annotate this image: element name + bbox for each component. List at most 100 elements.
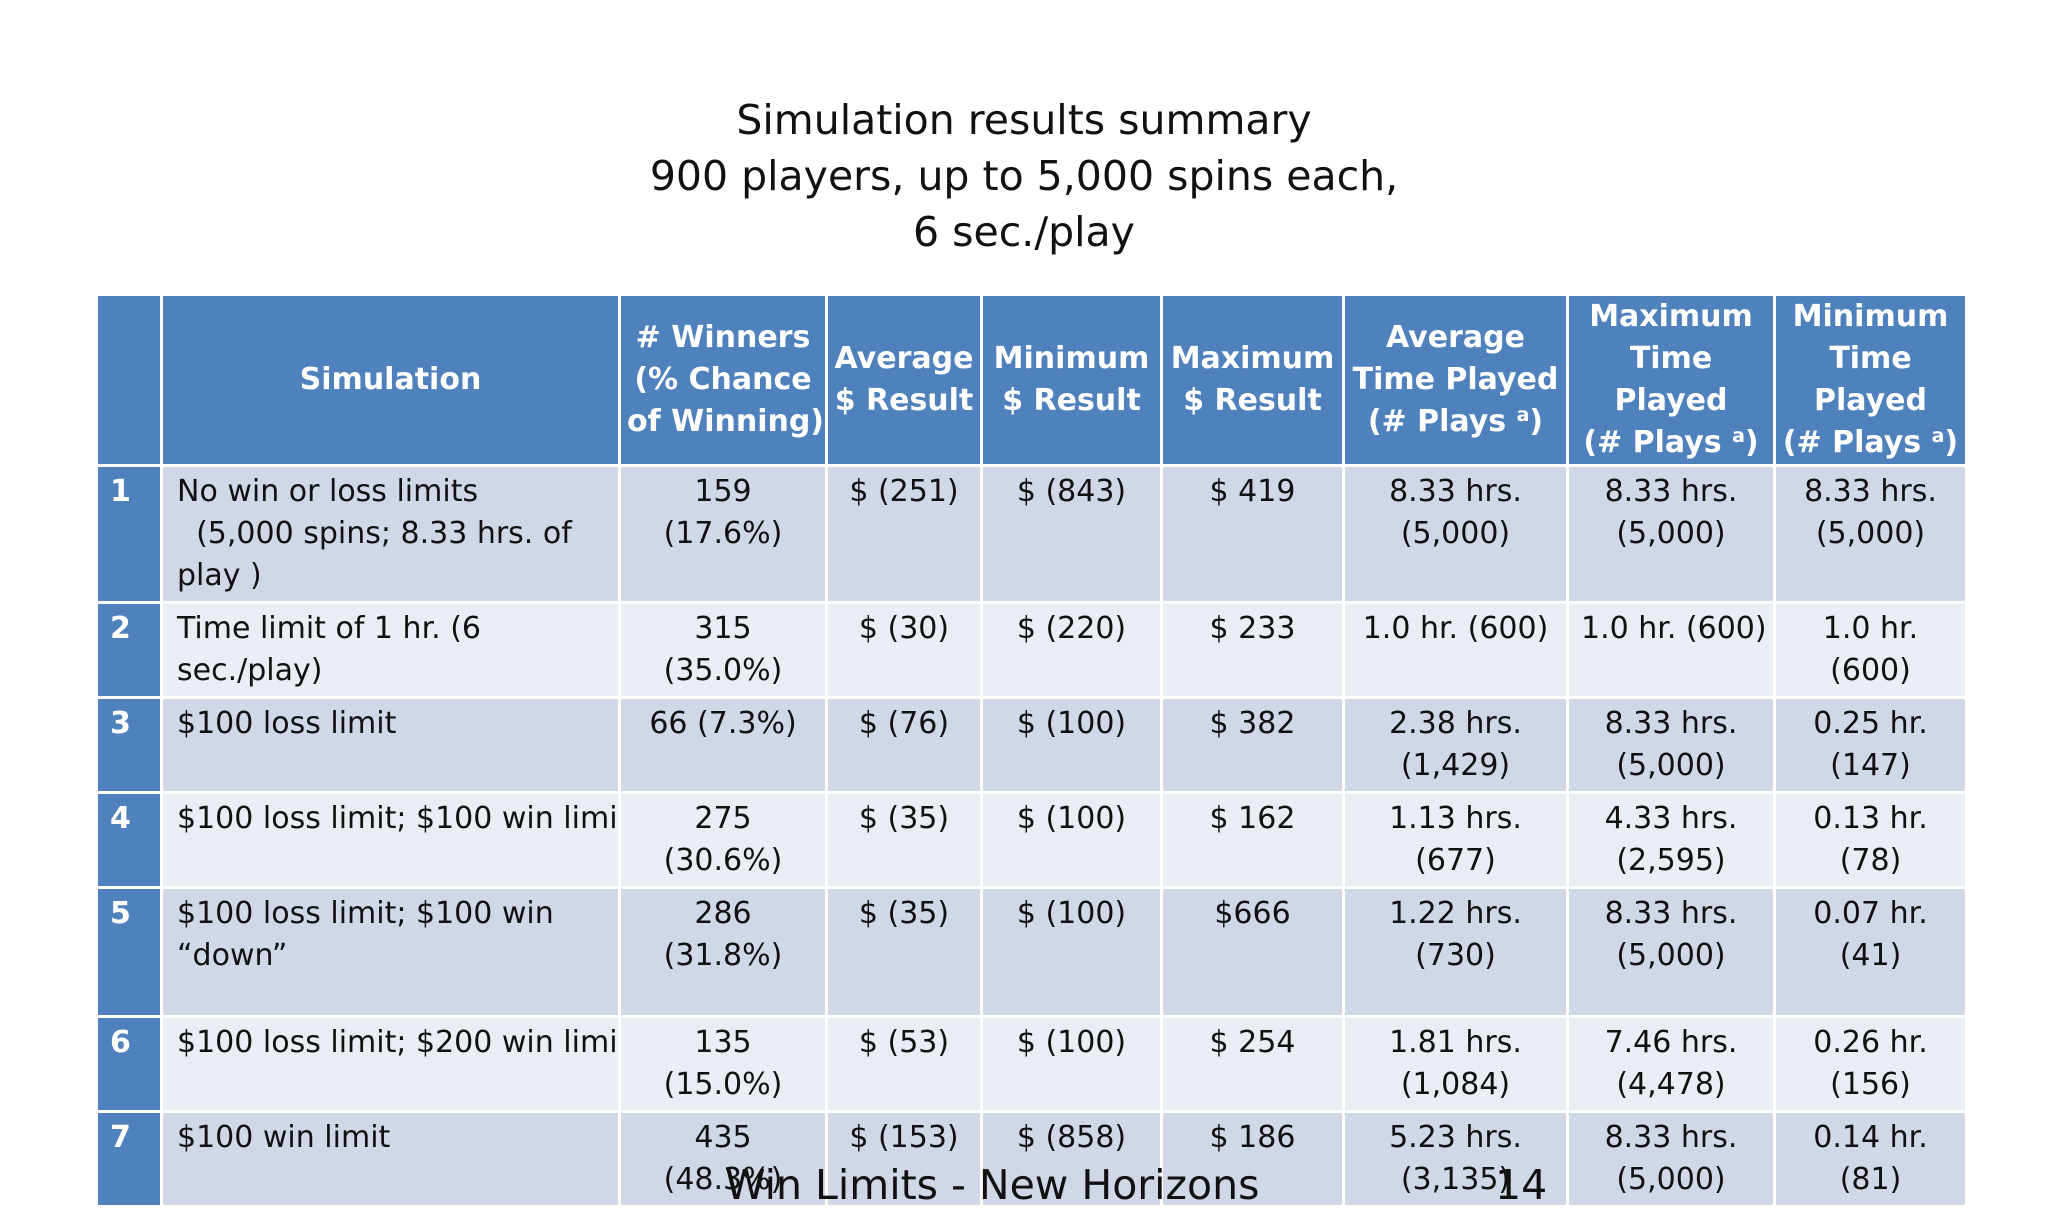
footnote-mark: a [1516, 404, 1530, 426]
header-average-result-line: $ Result [834, 383, 974, 418]
simulation-line: $100 loss limit [177, 706, 397, 741]
maximum-result-cell: $ 382 [1160, 696, 1345, 794]
header-maximum-time-line: Maximum [1589, 299, 1753, 334]
minimum-time-cell-line: (147) [1830, 748, 1911, 783]
winners-cell: 135 (15.0%) [618, 1015, 828, 1113]
simulation-line: No win or loss limits [177, 474, 479, 509]
row-number: 6 [95, 1015, 163, 1113]
maximum-time-cell: 8.33 hrs. (5,000) [1566, 696, 1776, 794]
average-time-cell-line: (1,084) [1400, 1067, 1511, 1102]
table-row: 7 $100 win limit 435 (48.3%) $ (153) $ (858)… [95, 1110, 1968, 1208]
average-result-cell: $ (35) [825, 886, 983, 1018]
header-plays-label: (# Plays [1782, 425, 1922, 460]
header-maximum-time-line: (# Plays a) [1575, 422, 1767, 463]
minimum-time-cell: 0.13 hr. (78) [1773, 791, 1968, 889]
table-row: 6 $100 loss limit; $200 win limit 135 (15.… [95, 1015, 1968, 1113]
minimum-time-cell: 0.07 hr. (41) [1773, 886, 1968, 1018]
average-time-cell-line: 1.13 hrs. [1389, 801, 1522, 836]
header-average-time-line: Time Played [1352, 362, 1559, 397]
simulation-results-table: Simulation # Winners (% Chance of Winnin… [95, 293, 1968, 1208]
header-maximum-time-line: Played [1614, 383, 1728, 418]
simulation-line: “down” [177, 938, 288, 973]
minimum-result-cell: $ (220) [980, 601, 1163, 699]
header-minimum-time-line: Time [1829, 341, 1912, 376]
page-number: 14 [1495, 1161, 1548, 1209]
simulation-line: Time limit of 1 hr. (6 [177, 611, 482, 646]
average-result-cell: $ (35) [825, 791, 983, 889]
header-maximum-time-line: Time [1629, 341, 1713, 376]
header-close-paren: ) [1529, 404, 1544, 439]
maximum-time-cell-line: (4,478) [1616, 1067, 1726, 1102]
minimum-result-cell: $ (843) [980, 464, 1163, 604]
header-winners-line: (% Chance [634, 362, 812, 397]
average-result-cell: $ (76) [825, 696, 983, 794]
header-average-time: Average Time Played (# Plays a) [1342, 293, 1569, 467]
average-time-cell-line: (730) [1415, 938, 1496, 973]
minimum-time-cell: 0.26 hr. (156) [1773, 1015, 1968, 1113]
header-winners: # Winners (% Chance of Winning) [618, 293, 828, 467]
minimum-result-cell: $ (100) [980, 791, 1163, 889]
header-maximum-result: Maximum $ Result [1160, 293, 1345, 467]
simulation-line: $100 win limit [177, 1120, 391, 1155]
maximum-time-cell-line: 8.33 hrs. [1604, 1120, 1738, 1155]
simulation-line: $100 loss limit; $100 win [177, 896, 554, 931]
header-simulation-label: Simulation [299, 362, 482, 397]
average-time-cell: 1.22 hrs. (730) [1342, 886, 1569, 1018]
row-number: 5 [95, 886, 163, 1018]
header-minimum-time: Minimum Time Played (# Plays a) [1773, 293, 1968, 467]
maximum-result-cell: $ 254 [1160, 1015, 1345, 1113]
simulation-cell: $100 loss limit [160, 696, 621, 794]
average-time-cell-line: 1.0 hr. (600) [1362, 611, 1549, 646]
minimum-time-cell: 1.0 hr. (600) [1773, 601, 1968, 699]
maximum-time-cell-line: 8.33 hrs. [1604, 474, 1738, 509]
winners-cell: 286 (31.8%) [618, 886, 828, 1018]
minimum-time-cell-line: (78) [1839, 843, 1902, 878]
average-time-cell: 1.13 hrs. (677) [1342, 791, 1569, 889]
maximum-result-cell: $666 [1160, 886, 1345, 1018]
average-time-cell: 5.23 hrs. (3,135) [1342, 1110, 1569, 1208]
row-number: 7 [95, 1110, 163, 1208]
maximum-time-cell-line: 4.33 hrs. [1604, 801, 1738, 836]
maximum-result-cell: $ 186 [1160, 1110, 1345, 1208]
table-row: 4 $100 loss limit; $100 win limit 275 (30.… [95, 791, 1968, 889]
header-winners-line: of Winning) [627, 404, 825, 439]
minimum-time-cell-line: 0.25 hr. [1813, 706, 1928, 741]
minimum-result-cell: $ (858) [980, 1110, 1163, 1208]
table-row: 1 No win or loss limits (5,000 spins; 8.3… [95, 464, 1968, 604]
maximum-time-cell: 1.0 hr. (600) [1566, 601, 1776, 699]
minimum-time-cell-line: (600) [1830, 653, 1911, 688]
minimum-time-cell-line: (156) [1830, 1067, 1911, 1102]
maximum-time-cell: 8.33 hrs. (5,000) [1566, 886, 1776, 1018]
winners-cell: 159 (17.6%) [618, 464, 828, 604]
average-time-cell-line: 2.38 hrs. [1389, 706, 1522, 741]
winners-cell: 435 (48.3%) [618, 1110, 828, 1208]
maximum-time-cell-line: (5,000) [1616, 748, 1726, 783]
header-maximum-result-line: $ Result [1183, 383, 1322, 418]
header-minimum-result-line: Minimum [993, 341, 1150, 376]
row-number: 3 [95, 696, 163, 794]
maximum-time-cell-line: 8.33 hrs. [1604, 896, 1738, 931]
simulation-line: play ) [177, 558, 262, 593]
header-maximum-time: Maximum Time Played (# Plays a) [1566, 293, 1776, 467]
minimum-time-cell-line: 1.0 hr. [1822, 611, 1919, 646]
footer-title: Win Limits - New Horizons [725, 1161, 1260, 1209]
header-plays-label: (# Plays [1367, 404, 1507, 439]
table-row: 2 Time limit of 1 hr. (6 sec./play) 315 (35… [95, 601, 1968, 699]
row-number: 1 [95, 464, 163, 604]
minimum-time-cell: 0.14 hr. (81) [1773, 1110, 1968, 1208]
simulation-line: sec./play) [177, 653, 323, 688]
average-result-cell: $ (30) [825, 601, 983, 699]
header-minimum-result-line: $ Result [1002, 383, 1141, 418]
simulation-cell: Time limit of 1 hr. (6 sec./play) [160, 601, 621, 699]
minimum-time-cell-line: 0.26 hr. [1813, 1025, 1928, 1060]
maximum-time-cell: 7.46 hrs. (4,478) [1566, 1015, 1776, 1113]
slide-title: Simulation results summary 900 players, … [0, 92, 2048, 260]
minimum-time-cell-line: (41) [1839, 938, 1902, 973]
header-number [95, 293, 163, 467]
row-number: 4 [95, 791, 163, 889]
average-time-cell: 8.33 hrs. (5,000) [1342, 464, 1569, 604]
header-average-result: Average $ Result [825, 293, 983, 467]
average-time-cell-line: (1,429) [1400, 748, 1511, 783]
header-close-paren: ) [1744, 425, 1759, 460]
average-result-cell: $ (153) [825, 1110, 983, 1208]
